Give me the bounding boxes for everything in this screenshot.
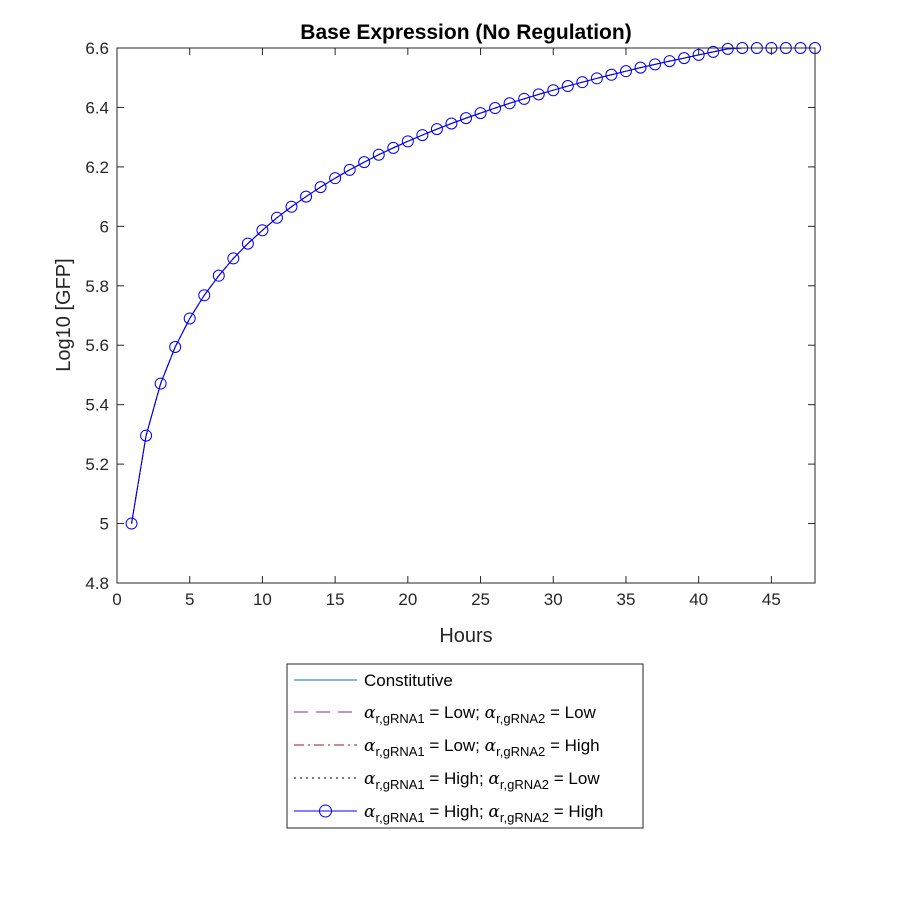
series-line-5 [131,47,815,524]
data-point-marker [256,224,269,237]
data-point-marker [387,141,400,154]
data-point-marker [285,200,298,213]
legend-entry-label: Constitutive [364,671,453,690]
data-point-marker [198,289,211,302]
data-point-marker [241,237,254,250]
data-point-marker [576,76,589,89]
y-tick-label: 5.2 [85,455,109,474]
x-tick-label: 20 [398,590,417,609]
y-axis-label: Log10 [GFP] [53,258,75,371]
data-point-marker [372,148,385,161]
data-point-marker [707,45,720,58]
data-point-marker [401,135,414,148]
data-point-marker [460,112,472,125]
y-tick-label: 5.4 [85,396,109,415]
data-point-marker [561,80,574,93]
y-tick-label: 6.2 [85,158,109,177]
data-point-marker [649,58,662,71]
data-point-marker [634,61,647,74]
data-point-marker [518,92,531,105]
data-point-marker [343,163,356,176]
data-point-marker [445,117,458,130]
data-point-marker [678,52,691,65]
data-point-marker [489,102,502,115]
x-tick-label: 45 [762,590,781,609]
data-point-marker [590,72,603,85]
x-axis-label: Hours [439,625,492,647]
x-tick-label: 40 [689,590,708,609]
legend: Constitutive αr,gRNA1 = Low; αr,gRNA2 = L… [286,663,644,829]
data-point-marker [270,211,283,224]
data-point-marker [547,84,560,97]
data-point-marker [227,252,240,265]
axes-box [116,47,816,584]
x-tick-label: 35 [616,590,635,609]
y-tick-label: 5.6 [85,336,109,355]
y-tick-label: 5.8 [85,277,109,296]
y-tick-label: 5 [100,515,109,534]
x-ticks: 0 5 10 15 20 25 30 35 40 45 [112,48,781,609]
series-layer [125,42,821,530]
y-tick-label: 4.8 [85,574,109,593]
y-tick-label: 6.6 [85,39,109,58]
data-point-marker [430,123,443,136]
legend-box [286,663,644,829]
x-tick-label: 15 [326,590,345,609]
data-point-marker [314,181,327,194]
data-point-marker [532,88,545,101]
x-tick-label: 25 [471,590,490,609]
data-point-marker [140,429,153,442]
data-point-marker [721,42,734,55]
data-point-marker [663,55,676,68]
data-point-marker [300,190,313,203]
data-point-marker [416,129,429,142]
data-point-marker [605,68,618,81]
data-point-marker [503,97,516,110]
legend-entry-label: αr,gRNA1 = High; αr,gRNA2 = Low [364,769,600,792]
x-tick-label: 0 [112,590,121,609]
legend-entry-label: αr,gRNA1 = Low; αr,gRNA2 = High [364,736,600,759]
x-tick-label: 10 [253,590,272,609]
plot-area [117,48,815,583]
legend-entry-label: αr,gRNA1 = High; αr,gRNA2 = High [364,802,603,825]
x-tick-label: 30 [544,590,563,609]
data-point-marker [619,65,632,78]
data-point-marker [329,172,342,185]
x-tick-label: 5 [185,590,194,609]
data-point-marker [169,341,182,354]
y-tick-label: 6.4 [85,98,109,117]
y-ticks: 4.8 5 5.2 5.4 5.6 5.8 6 6.2 6.4 6.6 [85,39,815,593]
data-point-marker [358,156,371,169]
legend-items: Constitutive αr,gRNA1 = Low; αr,gRNA2 = L… [294,671,603,825]
data-point-marker [474,107,487,120]
legend-marker-sample [319,804,332,818]
data-point-marker [183,312,196,325]
data-point-marker [154,377,167,390]
data-point-marker [212,269,225,282]
chart-title: Base Expression (No Regulation) [300,21,631,44]
legend-entry-label: αr,gRNA1 = Low; αr,gRNA2 = Low [364,703,597,726]
data-point-marker [125,517,138,530]
y-tick-label: 6 [100,217,109,236]
